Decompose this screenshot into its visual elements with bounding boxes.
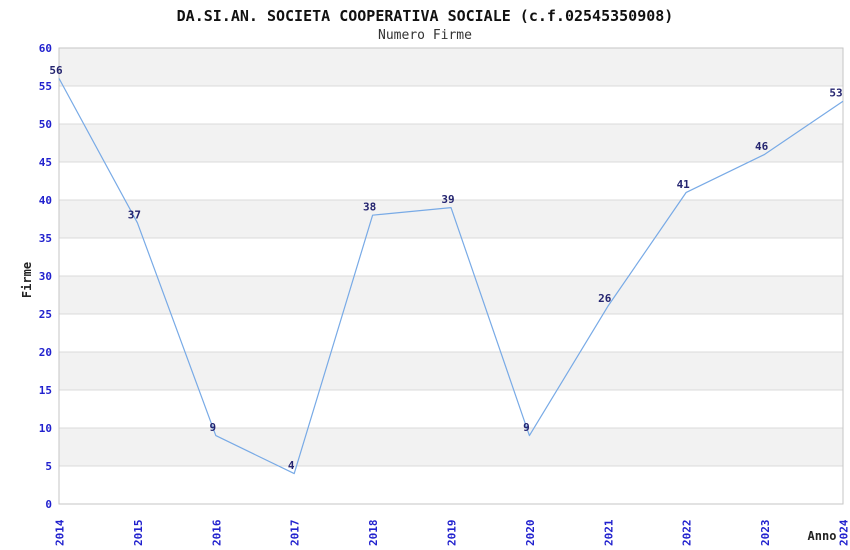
- plot-band: [59, 276, 843, 314]
- plot-band: [59, 352, 843, 390]
- y-tick-label: 5: [45, 460, 52, 473]
- x-tick-label: 2021: [602, 519, 615, 546]
- x-tick-label: 2016: [210, 519, 223, 546]
- data-point-label: 41: [677, 178, 691, 191]
- x-tick-label: 2015: [132, 520, 145, 547]
- chart-title: DA.SI.AN. SOCIETA COOPERATIVA SOCIALE (c…: [176, 7, 674, 25]
- chart-subtitle: Numero Firme: [378, 28, 472, 43]
- plot-band: [59, 48, 843, 86]
- x-tick-label: 2020: [524, 520, 537, 547]
- data-point-label: 56: [49, 64, 63, 77]
- x-tick-label: 2017: [289, 520, 302, 547]
- y-tick-label: 30: [39, 270, 52, 283]
- y-tick-label: 50: [39, 118, 52, 131]
- y-tick-label: 20: [39, 346, 52, 359]
- data-point-label: 4: [288, 459, 295, 472]
- x-axis-title: Anno: [807, 529, 837, 543]
- y-tick-label: 45: [39, 156, 52, 169]
- y-tick-label: 60: [39, 42, 52, 55]
- data-point-label: 9: [523, 421, 530, 434]
- y-tick-label: 35: [39, 232, 52, 245]
- data-point-label: 9: [209, 421, 216, 434]
- y-tick-label: 10: [39, 422, 52, 435]
- data-point-label: 37: [128, 208, 141, 221]
- x-tick-label: 2022: [681, 520, 694, 547]
- y-tick-label: 15: [39, 384, 52, 397]
- y-tick-label: 55: [39, 80, 52, 93]
- x-tick-label: 2024: [838, 519, 850, 546]
- x-tick-label: 2019: [446, 520, 459, 547]
- data-point-label: 26: [598, 292, 612, 305]
- data-point-label: 38: [363, 201, 376, 214]
- y-tick-label: 25: [39, 308, 52, 321]
- x-tick-label: 2023: [759, 520, 772, 547]
- y-tick-label: 0: [45, 498, 52, 511]
- plot-band: [59, 200, 843, 238]
- x-tick-label: 2014: [54, 519, 67, 546]
- plot-band: [59, 124, 843, 162]
- y-axis-title: Firme: [20, 261, 34, 299]
- data-point-label: 39: [441, 193, 454, 206]
- x-tick-label: 2018: [367, 520, 380, 547]
- plot-band: [59, 428, 843, 466]
- y-tick-label: 40: [39, 194, 52, 207]
- data-point-label: 46: [755, 140, 769, 153]
- data-point-label: 53: [829, 87, 842, 100]
- plot-border: [58, 47, 844, 505]
- series-line: [58, 78, 844, 475]
